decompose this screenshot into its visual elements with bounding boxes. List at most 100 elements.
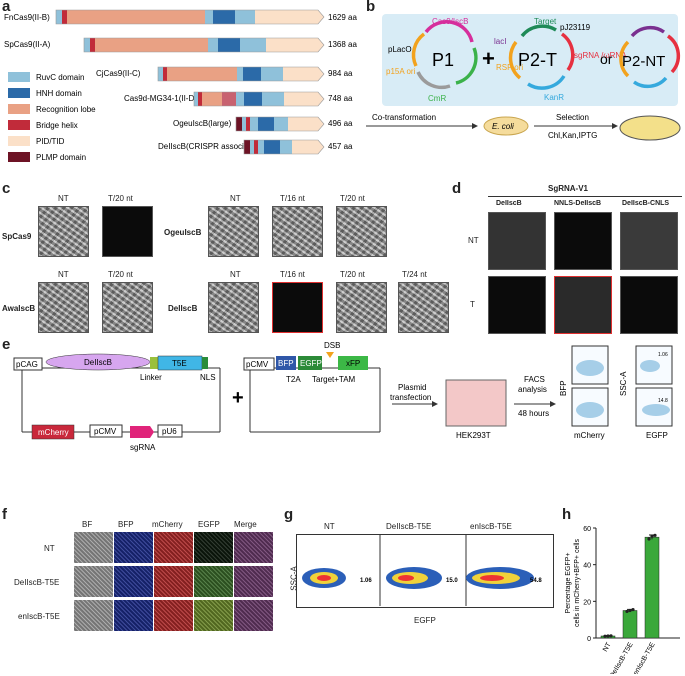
protein-name: SpCas9(II-A) [4, 40, 51, 49]
data-point [603, 634, 607, 638]
col-label: NT [58, 270, 69, 279]
col-label: EGFP [198, 520, 220, 529]
construct-and-workflow-diagram: pCAG DeIIscB Linker T5E NLS mCherry pCMV… [13, 341, 673, 452]
facs-gate-value: 1.06 [658, 352, 668, 358]
mcherry-axis-label: mCherry [574, 431, 605, 440]
row-label: OgeuIscB [164, 228, 202, 237]
protein-name: FnCas9(II-B) [4, 13, 50, 22]
col-label: T/20 nt [108, 194, 133, 203]
protein-name: DeIIscB(CRISPR associted) [158, 142, 258, 151]
pcmv-label: pCMV [94, 427, 117, 436]
legend-label: Bridge helix [36, 121, 78, 130]
deliscb-bar [243, 139, 325, 155]
bar [622, 610, 638, 639]
bfp-axis-label: BFP [559, 380, 568, 396]
microscopy-image [554, 212, 612, 270]
egfp-axis-label: EGFP [646, 431, 668, 440]
y-tick-label: 40 [583, 563, 591, 570]
fluorescence-image [74, 532, 113, 563]
bar [644, 536, 660, 639]
ogeuiscb-bar [235, 116, 325, 132]
col-label: enIscB-T5E [470, 522, 512, 531]
fluorescence-image [234, 566, 273, 597]
protein-name: OgeuIscB(large) [173, 119, 232, 128]
col-label: T/20 nt [340, 270, 365, 279]
fluorescence-image [114, 566, 153, 597]
linker-label: Linker [140, 373, 162, 382]
col-label: Merge [234, 520, 257, 529]
microscopy-image [336, 206, 387, 257]
t2a-label: T2A [286, 375, 301, 384]
p15a-label: p15A ori [386, 67, 416, 76]
gate-value: 1.06 [360, 578, 372, 584]
analysis-label: analysis [518, 385, 547, 394]
microscopy-image [398, 282, 449, 333]
spcas9-bar [83, 37, 325, 53]
y-axis-label: cells in mCherry+BFP+ cells [574, 539, 581, 627]
well-plate [445, 379, 507, 427]
egfp-label: EGFP [300, 359, 322, 368]
ecoli-cell [483, 116, 529, 136]
microscopy-image [336, 282, 387, 333]
panel-label-f: f [2, 506, 7, 523]
fluorescence-image [114, 600, 153, 631]
x-axis-label: EGFP [414, 616, 436, 625]
protein-length: 457 aa [328, 142, 353, 151]
data-point [628, 608, 632, 613]
or-label: or [600, 51, 613, 67]
microscopy-image [620, 276, 678, 334]
microscopy-image [38, 206, 89, 257]
p2nt-label: P2-NT [622, 53, 665, 70]
legend-label: PID/TID [36, 137, 65, 146]
microscopy-image [488, 276, 546, 334]
col-label: BFP [118, 520, 134, 529]
deliscb-label: DeIIscB [84, 358, 112, 367]
x-tick-label: NT [602, 641, 613, 653]
data-point [606, 634, 610, 638]
data-point [653, 533, 657, 537]
row-label: NT [44, 544, 55, 553]
plasmid-system-diagram: P1 pLacO Cas9/IscB p15A ori CmR + P2-T l… [366, 14, 681, 141]
row-label: AwaIscB [2, 304, 36, 313]
cjcas9-bar [157, 66, 325, 82]
fluorescence-image [234, 532, 273, 563]
fluorescence-image [194, 532, 233, 563]
x-tick-label: DeIIscB-T5E [609, 641, 635, 674]
panel-label-a: a [2, 0, 11, 15]
hek293t-label: HEK293T [456, 431, 491, 440]
fluorescence-image [154, 600, 193, 631]
col-label: mCherry [152, 520, 183, 529]
microscopy-image [208, 206, 259, 257]
fncas9-bar [55, 9, 325, 25]
legend-label: HNH domain [36, 89, 82, 98]
bfp-label: BFP [278, 359, 294, 368]
col-label: DeIIscB [496, 200, 522, 207]
cas9d-bar [193, 91, 325, 107]
xfp-label: xFP [346, 359, 360, 368]
y-tick-label: 0 [587, 636, 591, 643]
col-label: BF [82, 520, 93, 529]
microscopy-image [102, 282, 153, 333]
cotransformation-label: Co-transformation [372, 113, 436, 122]
ecoli-label: E. coli [492, 122, 514, 131]
protein-length: 984 aa [328, 69, 353, 78]
fluorescence-image [194, 600, 233, 631]
mcherry-label: mCherry [38, 428, 69, 437]
antibiotics-label: Chl,Kan,IPTG [548, 131, 597, 140]
microscopy-image [102, 206, 153, 257]
fluorescence-image [154, 532, 193, 563]
protein-name: CjCas9(II-C) [96, 69, 141, 78]
panel-label-c: c [2, 180, 11, 197]
row-label: NT [468, 236, 479, 245]
x-tick-label: enIscB-T5E [632, 641, 657, 674]
microscopy-image [38, 282, 89, 333]
col-label: T/20 nt [108, 270, 133, 279]
y-axis-label: Percentage EGFP+ [565, 553, 572, 614]
col-label: DeIIscB-T5E [386, 522, 432, 531]
fluorescence-image [154, 566, 193, 597]
col-label: T/16 nt [280, 194, 305, 203]
protein-length: 1629 aa [328, 13, 357, 22]
col-label: NNLS-DeIIscB [554, 200, 602, 207]
hours-label: 48 hours [518, 409, 549, 418]
panel-d-title: SgRNA-V1 [548, 184, 589, 193]
